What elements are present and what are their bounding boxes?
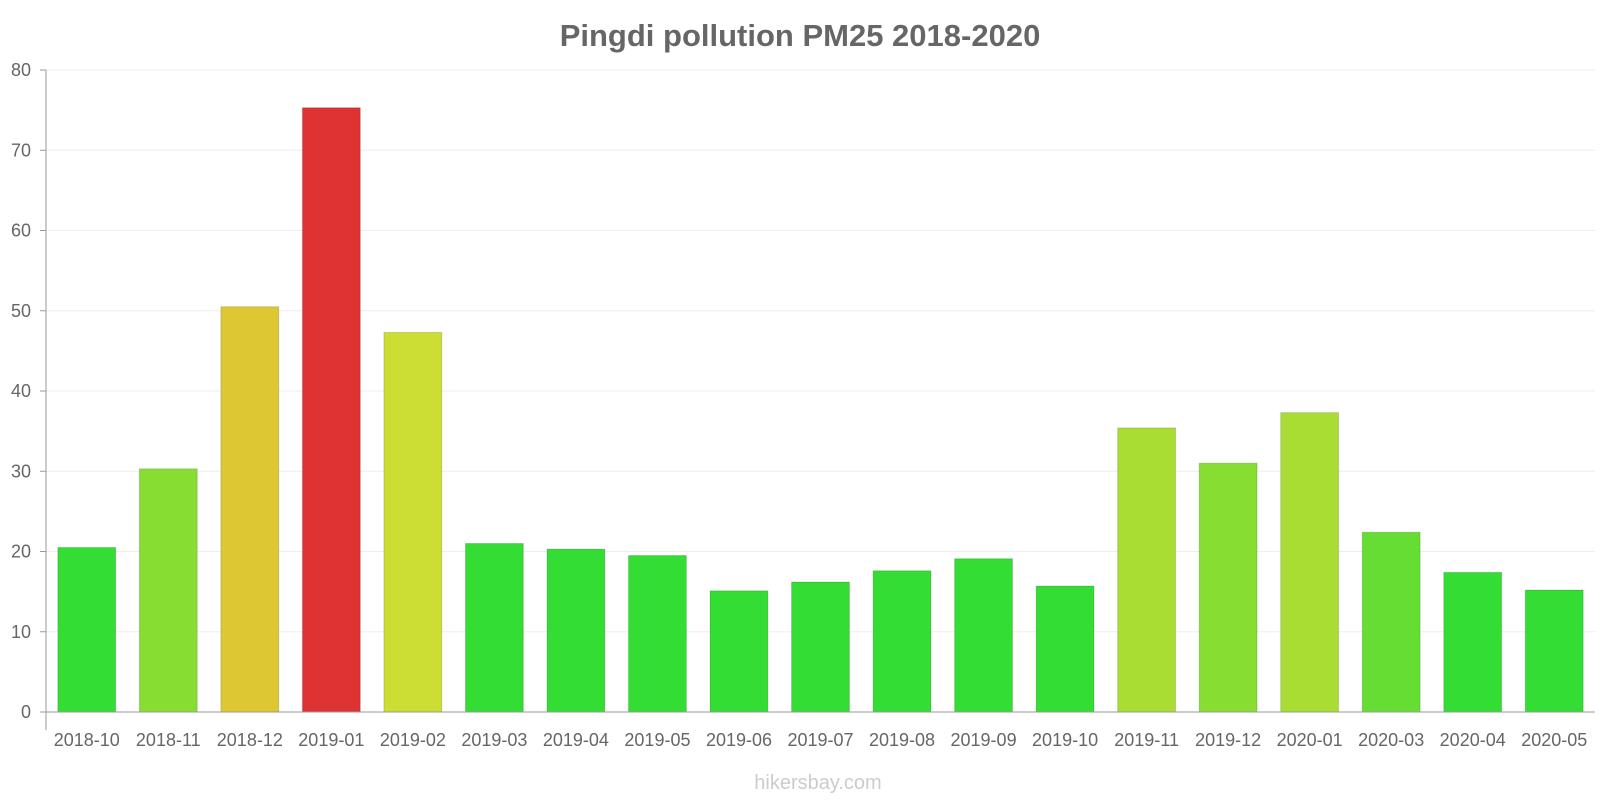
bar-2019-11 [1117,427,1177,713]
bar-2019-12 [1198,462,1258,713]
x-tick-label: 2020-05 [1521,730,1587,750]
bar-2019-07 [791,581,850,713]
bar-2019-06 [709,590,769,713]
x-tick-label: 2019-11 [1114,730,1179,750]
y-tick-label: 70 [11,140,31,160]
x-tick-label: 2019-09 [951,730,1017,750]
x-tick-label: 2019-10 [1032,730,1098,750]
x-tick-label: 2020-01 [1277,730,1343,750]
chart-title: Pingdi pollution PM25 2018-2020 [560,18,1041,53]
y-tick-label: 20 [11,542,31,562]
bar-2019-08 [872,570,932,713]
y-tick-label: 10 [11,622,31,642]
x-tick-label: 2020-04 [1440,730,1506,750]
x-tick-label: 2020-03 [1358,730,1424,750]
watermark: hikersbay.com [754,772,881,794]
x-tick-label: 2018-10 [54,730,120,750]
bar-2018-11 [138,468,198,713]
bar-2019-02 [383,331,443,713]
bar-2020-01 [1280,412,1340,713]
bar-2019-09 [954,558,1013,713]
bar-2018-12 [220,306,280,713]
bars [57,107,1584,713]
y-tick-label: 40 [11,381,31,401]
y-axis-ticks: 0 10 20 30 40 50 60 70 80 [11,60,46,722]
bar-2019-01 [301,107,361,713]
x-tick-label: 2019-08 [869,730,935,750]
y-tick-label: 30 [11,461,31,481]
bar-2019-04 [546,548,606,713]
y-tick-label: 0 [21,702,31,722]
bar-2018-10 [57,546,117,713]
bar-2019-10 [1035,585,1095,713]
x-tick-label: 2019-03 [461,730,527,750]
x-tick-label: 2018-12 [217,730,283,750]
x-tick-label: 2019-02 [380,730,446,750]
x-tick-label: 2018-11 [136,730,201,750]
y-tick-label: 50 [11,301,31,321]
bar-2019-03 [464,542,524,713]
x-tick-label: 2019-07 [787,730,853,750]
bar-2019-05 [628,555,687,713]
x-tick-label: 2019-01 [298,730,364,750]
x-axis-ticks: 2018-10 2018-11 2018-12 2019-01 2019-02 2019-… [54,730,1588,750]
y-tick-label: 80 [11,60,31,80]
bar-2020-05 [1524,589,1584,713]
bar-2020-03 [1361,531,1421,713]
bar-2020-04 [1443,571,1503,713]
x-tick-label: 2019-06 [706,730,772,750]
x-tick-label: 2019-04 [543,730,609,750]
x-tick-label: 2019-12 [1195,730,1261,750]
x-tick-label: 2019-05 [624,730,690,750]
y-tick-label: 60 [11,221,31,241]
